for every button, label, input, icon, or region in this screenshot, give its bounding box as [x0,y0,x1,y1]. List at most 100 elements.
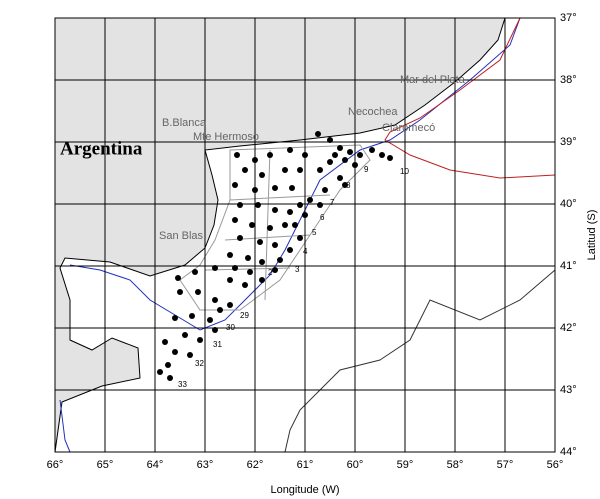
x-tick-label: 56° [547,459,564,471]
station-dot [232,182,238,188]
station-dot [232,265,238,271]
station-dot [234,152,240,158]
station-dot [237,202,243,208]
station-label: 6 [320,213,325,222]
station-dot [307,197,313,203]
station-dot [245,255,251,261]
station-dot [302,212,308,218]
station-label: 9 [364,165,369,174]
y-tick-label: 38° [560,74,577,86]
station-label: 33 [178,380,187,389]
station-dot [337,145,343,151]
station-dot [242,282,248,288]
station-dot [182,332,188,338]
station-dot [272,207,278,213]
station-dot [195,289,201,295]
station-label: 10 [400,167,409,176]
station-label: 31 [213,340,222,349]
station-dot [257,239,263,245]
station-label: 29 [240,311,249,320]
station-dot [272,242,278,248]
station-label: 5 [312,228,317,237]
station-dot [342,157,348,163]
isobath-grey [284,269,556,453]
place-label: Necochea [348,106,398,118]
station-dot [272,185,278,191]
station-dot [332,152,338,158]
station-dot [327,159,333,165]
station-dot [287,209,293,215]
station-dot [287,247,293,253]
x-tick-label: 65° [97,459,114,471]
x-tick-label: 62° [247,459,264,471]
station-dot [317,167,323,173]
station-dot [337,175,343,181]
station-dot [387,155,393,161]
station-dot [292,222,298,228]
station-dot [242,167,248,173]
station-dot [347,149,353,155]
y-tick-label: 41° [560,260,577,272]
station-label: 32 [195,359,204,368]
station-dot [175,275,181,281]
station-dot [379,152,385,158]
station-dot [197,337,203,343]
station-dot [297,202,303,208]
station-label: 2 [268,268,273,277]
y-tick-label: 39° [560,136,577,148]
station-dot [172,315,178,321]
x-tick-label: 57° [497,459,514,471]
station-dot [227,277,233,283]
x-axis-label: Longitude (W) [270,484,339,496]
station-dot [217,307,223,313]
station-dot [232,217,238,223]
station-dot [227,252,233,258]
station-dot [165,362,171,368]
x-tick-label: 66° [47,459,64,471]
country-label: Argentina [60,138,143,159]
station-dot [277,257,283,263]
station-dot [317,202,323,208]
x-tick-label: 63° [197,459,214,471]
station-label: 7 [330,198,335,207]
station-dot [369,147,375,153]
station-dot [255,202,261,208]
land [54,17,506,453]
x-tick-label: 58° [447,459,464,471]
station-dot [287,147,293,153]
station-label: 3 [295,265,300,274]
y-tick-label: 42° [560,322,577,334]
station-dot [302,152,308,158]
station-dot [189,313,195,319]
place-label: Claromecó [382,122,435,134]
station-dot [272,267,278,273]
station-dot [207,317,213,323]
station-dot [192,269,198,275]
y-tick-label: 40° [560,198,577,210]
place-label: B.Blanca [162,117,207,129]
station-dot [237,235,243,241]
station-dot [282,222,288,228]
station-dot [172,349,178,355]
place-label: Mar del Plata [400,74,466,86]
y-tick-label: 43° [560,384,577,396]
station-dot [259,277,265,283]
station-dot [187,352,193,358]
station-dot [342,182,348,188]
station-dot [357,152,363,158]
x-tick-label: 60° [347,459,364,471]
station-dot [282,167,288,173]
station-dot [267,225,273,231]
x-tick-label: 59° [397,459,414,471]
station-dot [167,375,173,381]
y-tick-label: 44° [560,446,577,458]
survey-boxes [179,144,371,311]
place-label: Mte Hermoso [193,131,259,143]
x-tick-label: 61° [297,459,314,471]
station-dot [322,187,328,193]
y-tick-label: 37° [560,12,577,24]
station-dot [227,302,233,308]
station-dot [162,339,168,345]
place-label: San Blas [159,230,204,242]
